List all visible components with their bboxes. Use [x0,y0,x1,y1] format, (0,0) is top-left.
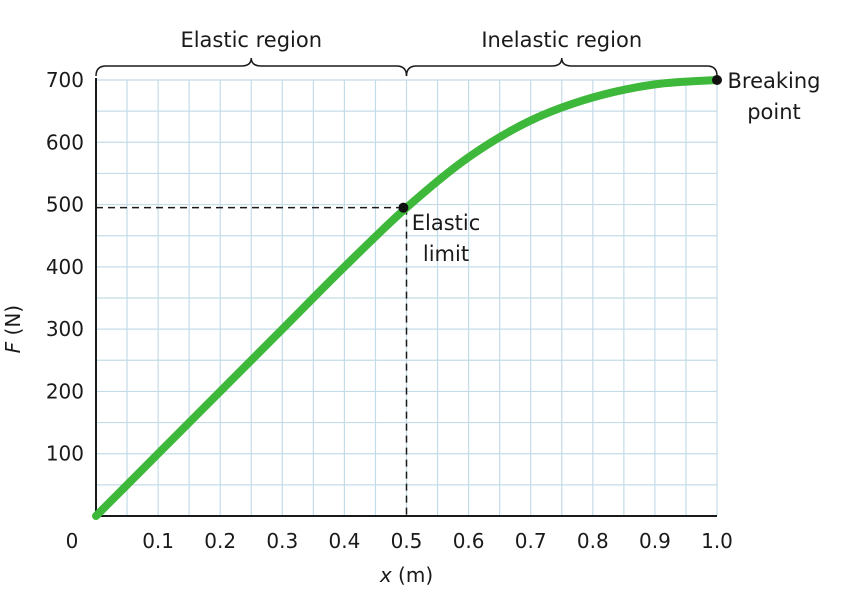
elastic-region-label: Elastic region [180,28,322,52]
tick-labels: 0 0.1 0.2 0.3 0.4 0.5 0.6 0.7 0.8 0.9 1.0 100 200 300… [46,68,733,553]
elastic-limit-marker [398,202,409,213]
y-tick-label: 600 [46,130,84,154]
point-markers: Elastic limit Breaking point [398,69,821,266]
y-axis-title-unit: (N) [1,305,25,342]
elastic-limit-guides [96,206,408,516]
inelastic-region-label: Inelastic region [481,28,642,52]
axis-titles: x (m) F (N) [1,305,433,587]
elastic-limit-label-line: limit [423,242,469,266]
breaking-point-label-line: Breaking [727,69,820,93]
x-tick-label: 0.1 [142,529,174,553]
x-tick-label: 0.7 [515,529,547,553]
series-layer [92,76,721,520]
y-tick-label: 200 [46,379,84,403]
region-braces: Elastic region Inelastic region [95,28,718,77]
y-axis-title: F (N) [1,305,25,353]
inelastic-region-brace [405,57,718,77]
y-tick-label: 400 [46,255,84,279]
breaking-point-marker [712,75,722,85]
force-extension-curve [92,76,721,520]
y-tick-label: 700 [46,68,84,92]
y-tick-label: 500 [46,193,84,217]
y-tick-label: 300 [46,317,84,341]
x-tick-label: 0.4 [328,529,360,553]
x-tick-label: 0.8 [577,529,609,553]
elastic-region-brace [95,57,408,77]
x-axis-title: x (m) [379,563,433,587]
x-axis-title-unit: (m) [392,563,433,587]
x-tick-label: 0.9 [639,529,671,553]
y-tick-label: 100 [46,442,84,466]
y-axis-title-variable: F [1,341,25,353]
x-tick-label: 0.2 [204,529,236,553]
x-tick-label: 1.0 [701,529,733,553]
breaking-point-label-line: point [747,100,801,124]
x-tick-label: 0.5 [391,529,423,553]
x-tick-label: 0.6 [453,529,485,553]
origin-tick-label: 0 [66,529,79,553]
x-axis-title-variable: x [379,563,392,587]
axes [95,78,717,517]
x-tick-label: 0.3 [266,529,298,553]
elastic-limit-label-line: Elastic [412,211,481,235]
